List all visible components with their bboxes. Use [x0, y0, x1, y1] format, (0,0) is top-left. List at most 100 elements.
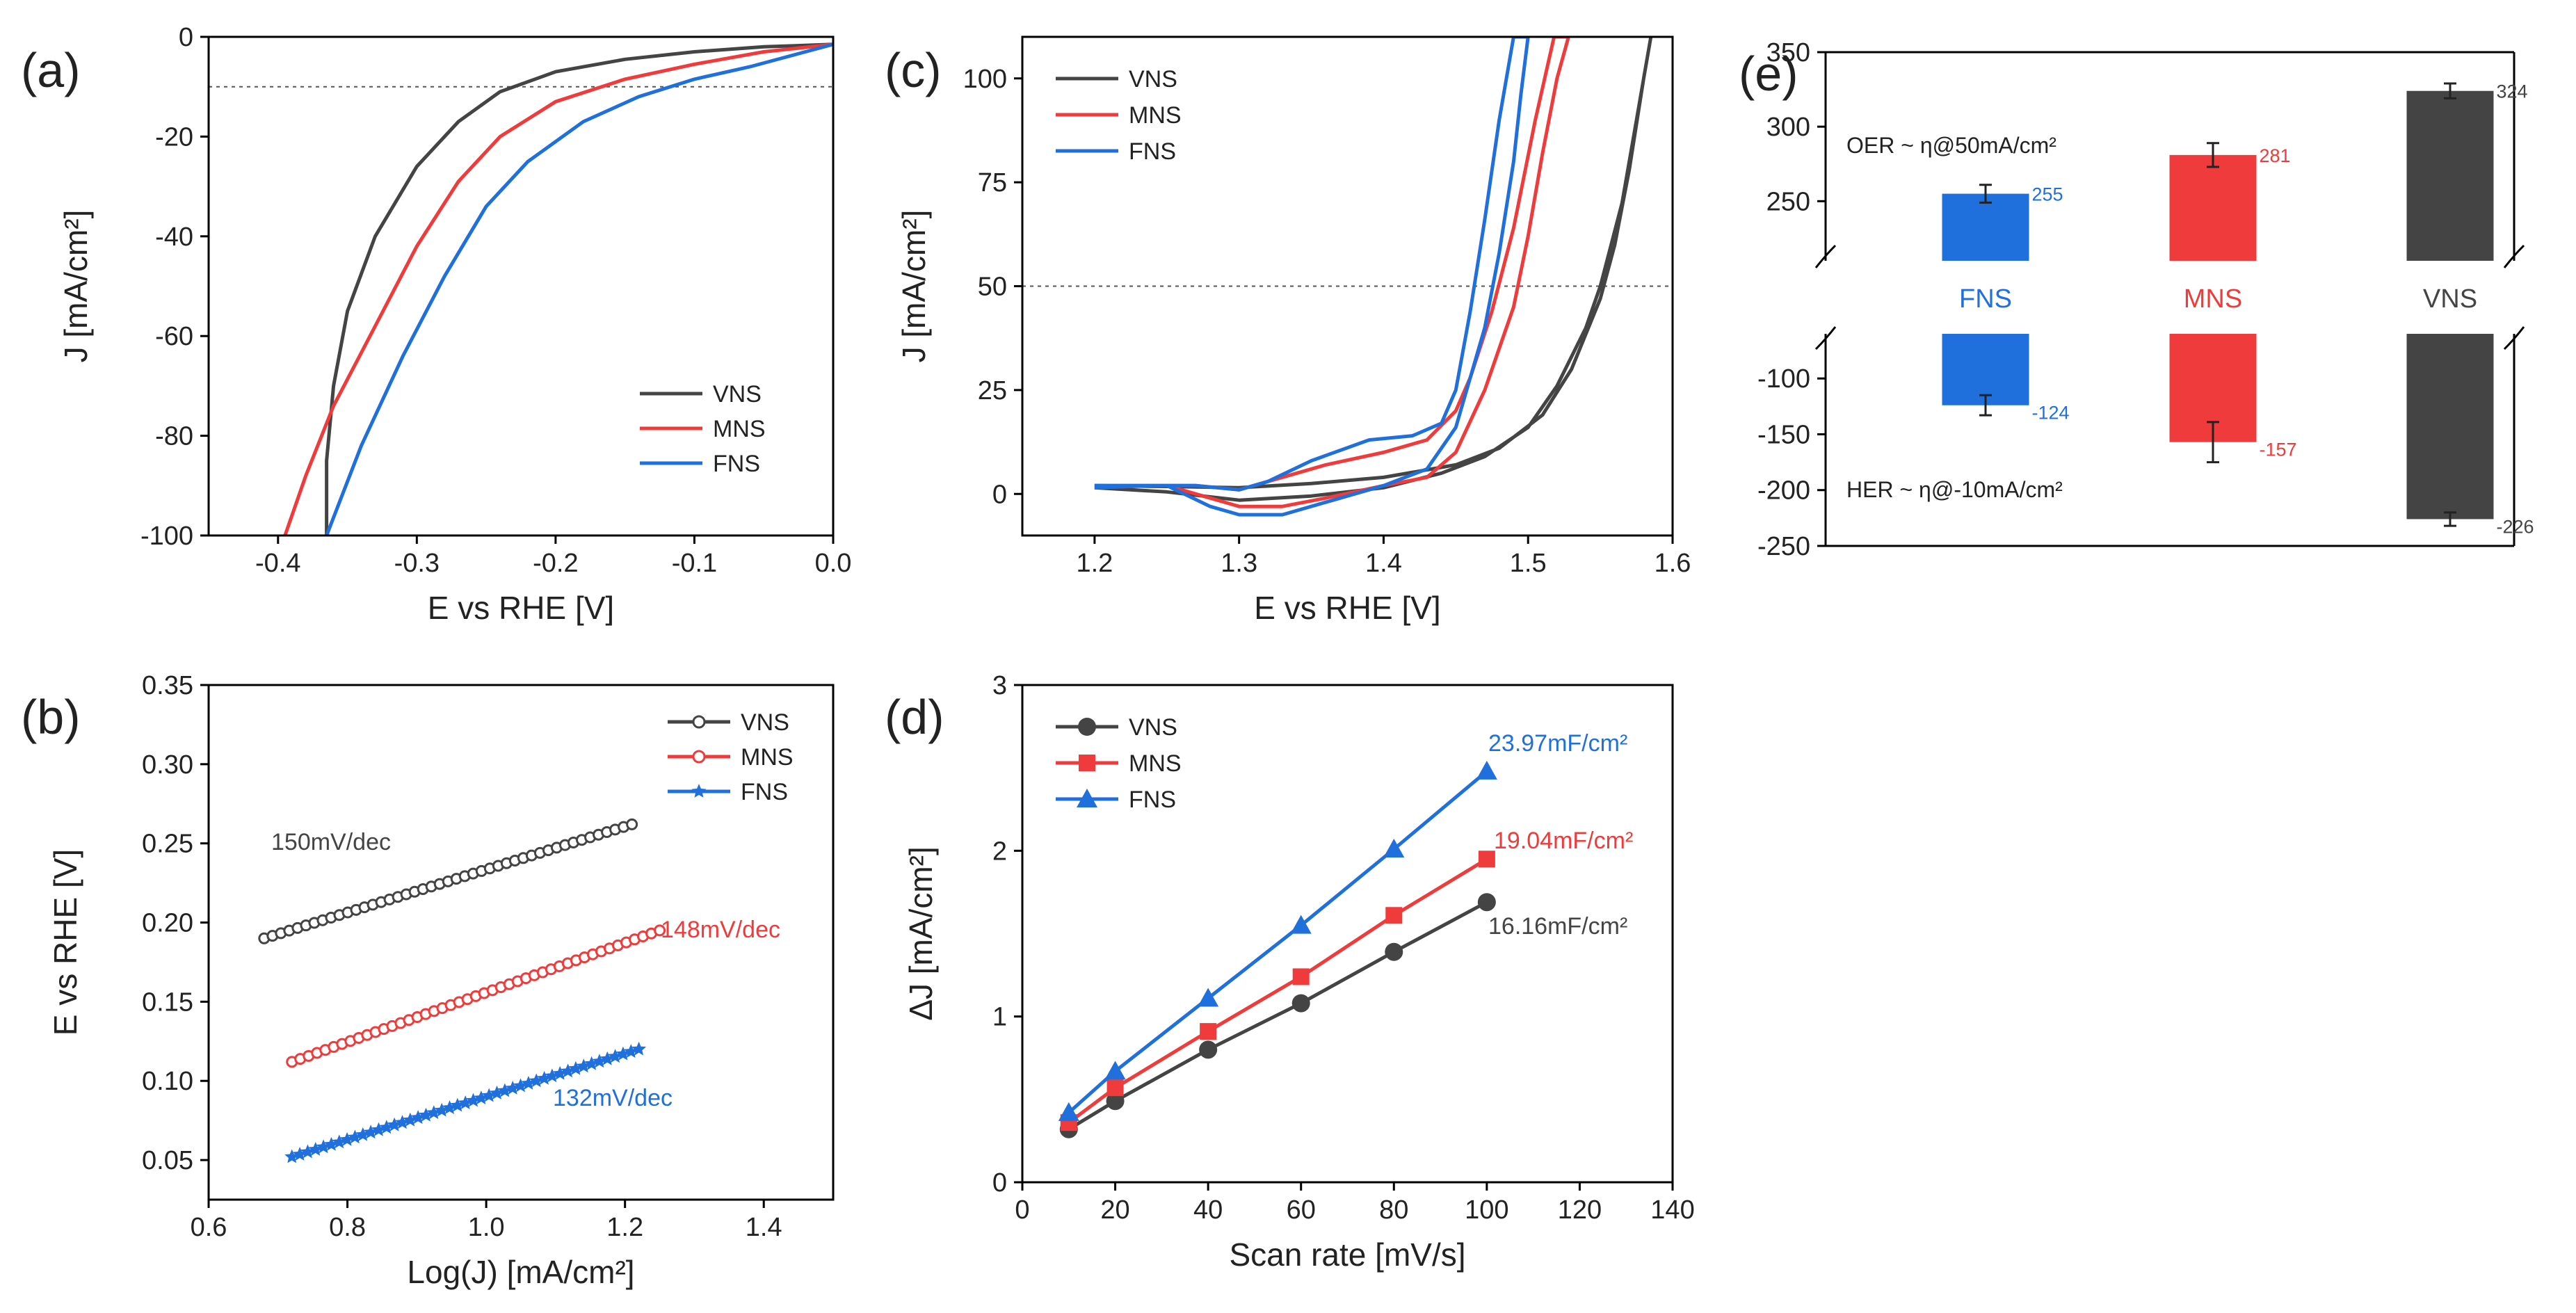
legend-label-fns: FNS [1129, 138, 1176, 165]
x-tick-label: -0.2 [533, 549, 578, 578]
x-tick-label: 0.0 [815, 549, 852, 578]
y-tick-label: -100 [1757, 364, 1810, 394]
bar [1942, 193, 2029, 261]
data-point [626, 818, 638, 830]
y-tick-label: 0.30 [142, 750, 193, 780]
series-fns [325, 42, 833, 535]
x-tick-label: 1.6 [1655, 549, 1691, 578]
panel-c: 1.2 1.3 1.4 1.5 1.6 0 25 50 75 100 E vs RHE [V] J [… [885, 35, 1691, 626]
data-point [1106, 1092, 1125, 1111]
y-tick-label: 0.25 [142, 830, 193, 859]
series-line [1068, 857, 1488, 1125]
series-line [1068, 900, 1488, 1131]
y-tick-label: -250 [1757, 532, 1810, 561]
data-point [631, 1041, 647, 1056]
y-tick-label: 75 [978, 168, 1007, 198]
data-point [1383, 838, 1405, 857]
y-axis-label: ΔJ [mA/cm²] [903, 846, 939, 1020]
bar-value-label: -124 [2032, 403, 2070, 424]
x-tick-label: 140 [1650, 1195, 1694, 1225]
y-tick-label: 0.20 [142, 909, 193, 938]
bar-fns-oer: 255 [1942, 184, 2063, 261]
bar-vns-oer: 324 [2406, 81, 2528, 261]
panel-e: 250 300 350 -100 -150 -200 -250 255 281 324 -124 -1… [1739, 38, 2534, 561]
y-tick-label: 1 [992, 1003, 1007, 1032]
y-tick-label: 350 [1766, 38, 1810, 67]
data-point [623, 1044, 638, 1058]
series-fns [284, 1041, 647, 1163]
panel-label: (b) [21, 690, 81, 744]
annotation-mns: 19.04mF/cm² [1494, 828, 1633, 854]
panel-b: 0.6 0.8 1.0 1.2 1.4 0.05 0.10 0.15 0.20 0.25 0.30 0… [21, 671, 835, 1290]
x-axis-label: Log(J) [mA/cm²] [407, 1254, 634, 1290]
series-fns [1058, 760, 1497, 1121]
data-point [1198, 988, 1219, 1007]
panel-label: (c) [885, 43, 942, 97]
bar [2406, 334, 2494, 519]
y-tick-label: -200 [1757, 476, 1810, 506]
y-tick-label: 0 [992, 1168, 1007, 1198]
bar [1942, 334, 2029, 405]
data-point [529, 1073, 544, 1088]
data-point [316, 1139, 331, 1154]
y-tick-label: 300 [1766, 113, 1810, 142]
annotation-vns: 16.16mF/cm² [1488, 913, 1627, 940]
data-point [1291, 994, 1310, 1013]
x-tick-label: 0.6 [191, 1213, 227, 1242]
legend-label-fns: FNS [1129, 787, 1176, 813]
series-vns [1059, 893, 1496, 1138]
y-tick-label: -60 [155, 322, 193, 351]
series-mns [286, 924, 666, 1068]
y-tick-label: 2 [992, 837, 1007, 866]
bar-value-label: -157 [2260, 440, 2297, 460]
legend-label-vns: VNS [1129, 66, 1177, 92]
x-axis-label: Scan rate [mV/s] [1229, 1237, 1465, 1273]
legend-label-mns: MNS [1129, 102, 1182, 129]
data-point [1290, 915, 1312, 934]
legend-label-mns: MNS [713, 416, 766, 442]
y-tick-label: 0 [179, 23, 193, 52]
bar-mns-her: -157 [2169, 334, 2297, 464]
x-tick-label: 0 [1015, 1195, 1029, 1225]
data-point [458, 1095, 473, 1109]
y-tick-label: 100 [963, 65, 1007, 94]
x-tick-label: 1.4 [746, 1213, 782, 1242]
oer-title: OER ~ η@50mA/cm² [1846, 133, 2056, 158]
data-point [1476, 760, 1497, 780]
legend-marker [692, 750, 706, 764]
series-vns [325, 42, 833, 535]
y-axis-label: J [mA/cm²] [896, 210, 932, 363]
series-mns [283, 42, 833, 535]
data-point [1199, 1040, 1218, 1059]
y-tick-label: -100 [140, 522, 193, 551]
x-tick-label: 1.2 [606, 1213, 643, 1242]
series-vns [258, 818, 638, 944]
data-point [355, 1127, 371, 1141]
x-tick-label: 1.4 [1365, 549, 1402, 578]
legend-label-vns: VNS [1129, 714, 1177, 741]
panel-a: -0.4 -0.3 -0.2 -0.1 0.0 0 -20 -40 -60 -80 -100 E vs… [21, 23, 851, 626]
bar [2169, 154, 2257, 261]
panel-label: (e) [1739, 47, 1798, 101]
series-mns [1094, 37, 1570, 508]
data-point [1385, 907, 1403, 924]
x-tick-label: 1.2 [1076, 549, 1113, 578]
bar [2406, 90, 2494, 261]
data-point [284, 1149, 300, 1163]
bar-mns-oer: 281 [2169, 142, 2291, 261]
annotation-fns: 132mV/dec [553, 1085, 673, 1111]
plot-frame [207, 684, 835, 1201]
y-tick-label: 25 [978, 376, 1007, 405]
legend-marker [1078, 718, 1096, 736]
data-point [324, 1136, 339, 1151]
axis-break-mark [1814, 326, 1837, 351]
x-tick-label: 1.3 [1221, 549, 1257, 578]
y-tick-label: 3 [992, 671, 1007, 700]
her-title: HER ~ η@-10mA/cm² [1846, 477, 2063, 502]
series-fns [1094, 37, 1530, 517]
legend-label-vns: VNS [741, 709, 789, 736]
bar-value-label: 324 [2497, 81, 2528, 102]
data-point [1478, 851, 1495, 868]
x-tick-label: -0.3 [394, 549, 440, 578]
